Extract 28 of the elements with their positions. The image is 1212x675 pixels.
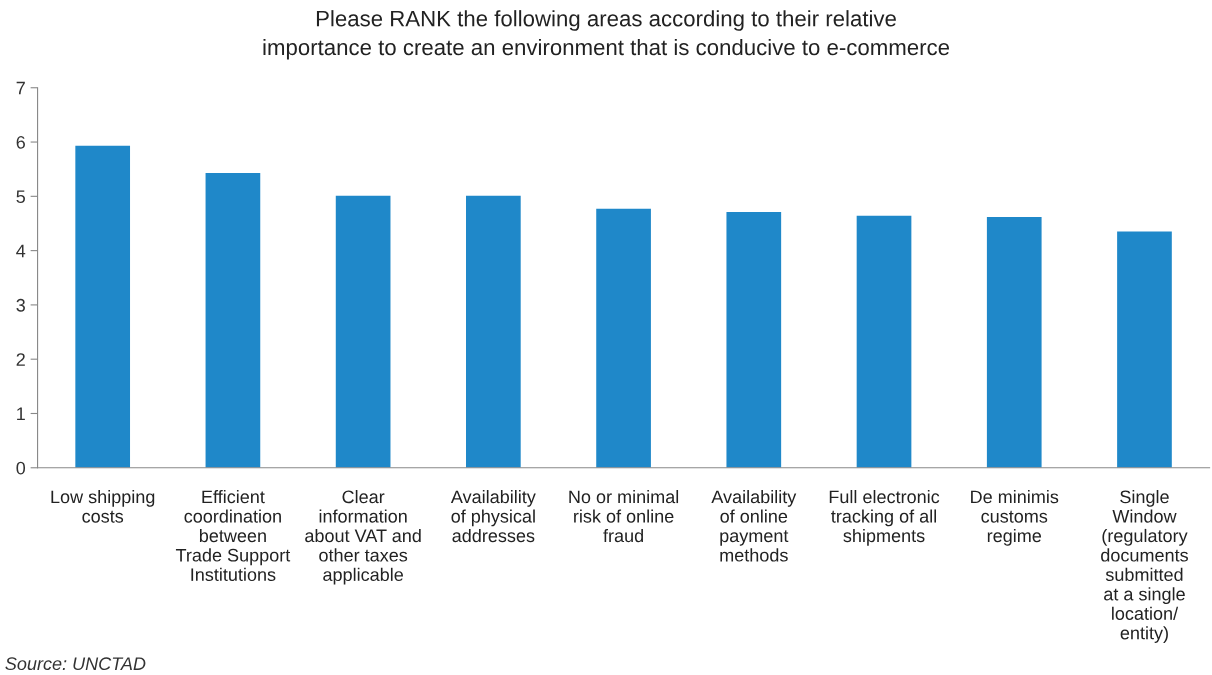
chart-title: Please RANK the following areas according to their relative importance to create an environment that is conducive to e-commerce xyxy=(263,10,950,60)
bar xyxy=(1117,231,1172,468)
y-tick-label: 5 xyxy=(16,190,26,204)
y-tick-label: 4 xyxy=(16,244,26,258)
source-note: Source: UNCTAD xyxy=(5,657,146,671)
bar xyxy=(986,216,1042,468)
y-tick-label: 2 xyxy=(16,353,25,366)
bar xyxy=(75,145,131,468)
x-tick-label: Clear information about VAT and other taxes applicable xyxy=(305,490,421,585)
y-tick-label: 3 xyxy=(16,298,25,312)
bar xyxy=(205,172,261,468)
y-tick-label: 7 xyxy=(16,81,25,95)
bar xyxy=(466,195,521,468)
bar xyxy=(856,215,912,468)
x-tick-label: Single Window (regulatory documents submitted at a single location/ entity) xyxy=(1101,490,1188,643)
x-tick-label: Full electronic tracking of all shipments xyxy=(829,490,940,546)
x-tick-label: Low shipping costs xyxy=(51,490,155,523)
y-tick-label: 0 xyxy=(16,461,26,475)
bar xyxy=(726,212,782,468)
x-tick-label: Availability of online payment methods xyxy=(711,490,797,562)
bar xyxy=(335,195,391,468)
bar xyxy=(596,208,651,468)
x-tick-label: De minimis customs regime xyxy=(971,490,1059,546)
x-tick-label: Availability of physical addresses xyxy=(450,490,536,543)
y-tick-label: 1 xyxy=(17,407,25,421)
x-tick-label: No or minimal risk of online fraud xyxy=(569,490,679,543)
y-tick-label: 6 xyxy=(16,135,25,149)
x-tick-label: Efficient coordination between Trade Support Institutions xyxy=(175,490,291,582)
